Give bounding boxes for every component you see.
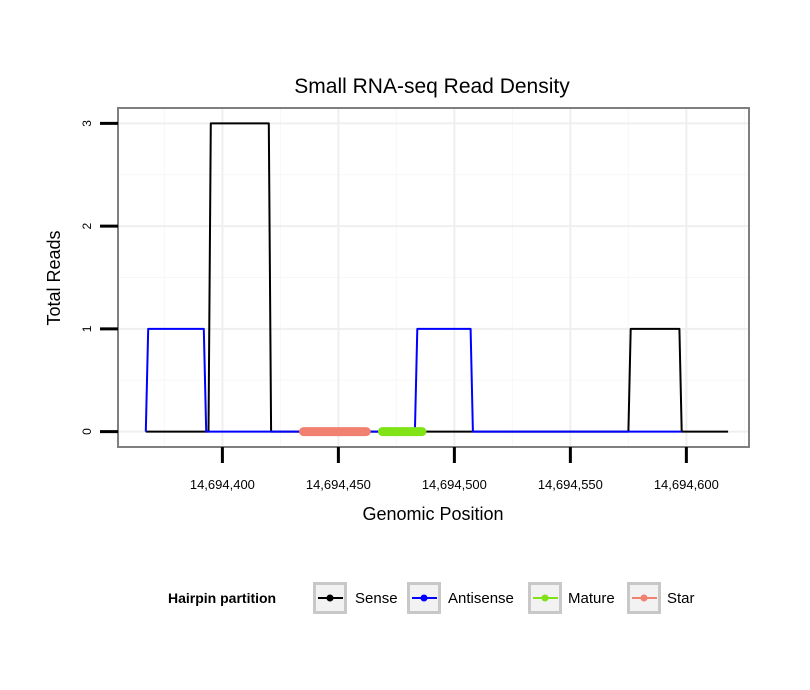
y-tick-label: 2 xyxy=(80,222,94,229)
legend-label-sense: Sense xyxy=(355,590,398,607)
legend-key-point-star xyxy=(640,594,648,602)
legend-key-point-mature xyxy=(541,594,549,602)
legend-label-antisense: Antisense xyxy=(448,590,514,607)
legend-label-mature: Mature xyxy=(568,590,615,607)
y-axis-title: Total Reads xyxy=(44,230,64,325)
series-line-sense xyxy=(145,122,729,433)
x-tick-label: 14,694,550 xyxy=(538,477,603,492)
x-axis-title: Genomic Position xyxy=(362,504,503,524)
y-tick-label: 3 xyxy=(80,120,94,127)
legend: Hairpin partition Sense Antisense Mature St… xyxy=(168,582,695,614)
chart-title: Small RNA-seq Read Density xyxy=(294,75,570,98)
legend-key-point-sense xyxy=(326,594,334,602)
x-tick-label: 14,694,600 xyxy=(654,477,719,492)
plot-border xyxy=(117,107,750,448)
series-layer xyxy=(144,122,729,433)
legend-label-star: Star xyxy=(667,590,695,607)
x-tick-label: 14,694,500 xyxy=(422,477,487,492)
legend-title: Hairpin partition xyxy=(168,590,276,606)
y-tick-label: 1 xyxy=(80,325,94,332)
axes-layer: 14,694,400 14,694,450 14,694,500 14,694,550… xyxy=(80,107,750,492)
x-tick-label: 14,694,400 xyxy=(190,477,255,492)
legend-key-point-antisense xyxy=(420,594,428,602)
y-tick-label: 0 xyxy=(80,428,94,435)
x-tick-label: 14,694,450 xyxy=(306,477,371,492)
series-line-antisense xyxy=(144,327,682,433)
